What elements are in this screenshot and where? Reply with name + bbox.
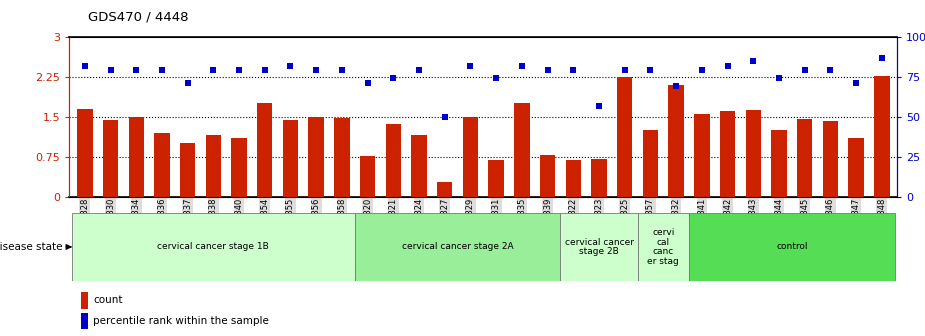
Bar — [154, 133, 169, 197]
Point — [695, 68, 709, 73]
Point — [849, 81, 864, 86]
Bar — [488, 160, 504, 197]
Text: control: control — [776, 243, 808, 251]
Point — [669, 84, 684, 89]
Point — [514, 63, 529, 69]
Bar — [848, 138, 864, 197]
Bar — [129, 117, 144, 197]
Point — [129, 68, 143, 73]
Point — [335, 68, 350, 73]
Bar — [643, 130, 659, 197]
Point — [746, 58, 760, 64]
Point — [617, 68, 632, 73]
Point — [643, 68, 658, 73]
Bar — [257, 103, 273, 197]
Bar — [412, 135, 426, 197]
Point — [386, 76, 401, 81]
Point — [823, 68, 838, 73]
Text: cervical cancer stage 2A: cervical cancer stage 2A — [401, 243, 513, 251]
Bar — [565, 160, 581, 197]
Point — [78, 63, 92, 69]
Bar — [746, 111, 761, 197]
Bar — [72, 213, 355, 281]
Bar — [797, 119, 812, 197]
Point — [412, 68, 426, 73]
Bar — [874, 76, 890, 197]
Point — [231, 68, 246, 73]
Point — [103, 68, 117, 73]
Bar — [669, 85, 684, 197]
Point — [592, 103, 607, 108]
Bar — [694, 114, 709, 197]
Point — [154, 68, 169, 73]
Bar — [561, 213, 637, 281]
Point — [566, 68, 581, 73]
Point — [206, 68, 221, 73]
Bar — [205, 135, 221, 197]
Text: cervi
cal
canc
er stag: cervi cal canc er stag — [648, 228, 679, 266]
Point — [257, 68, 272, 73]
Point — [874, 55, 889, 60]
Bar — [637, 213, 689, 281]
Point — [797, 68, 812, 73]
Point — [283, 63, 298, 69]
Text: cervical cancer
stage 2B: cervical cancer stage 2B — [564, 238, 634, 256]
Bar — [308, 117, 324, 197]
Bar — [540, 155, 555, 197]
Text: count: count — [93, 295, 123, 305]
Text: percentile rank within the sample: percentile rank within the sample — [93, 316, 269, 326]
Bar — [355, 213, 561, 281]
Bar — [80, 292, 88, 308]
Bar — [591, 159, 607, 197]
Point — [438, 114, 452, 120]
Bar — [80, 312, 88, 329]
Point — [463, 63, 478, 69]
Bar — [334, 118, 350, 197]
Bar — [231, 138, 247, 197]
Point — [540, 68, 555, 73]
Bar — [103, 121, 118, 197]
Bar — [771, 130, 786, 197]
Bar — [462, 117, 478, 197]
Bar — [360, 156, 376, 197]
Text: disease state: disease state — [0, 242, 63, 252]
Bar — [514, 103, 530, 197]
Bar — [689, 213, 894, 281]
Bar — [180, 143, 195, 197]
Point — [360, 81, 375, 86]
Bar — [283, 121, 298, 197]
Point — [309, 68, 324, 73]
Bar — [77, 109, 92, 197]
Bar — [720, 112, 735, 197]
Point — [180, 81, 195, 86]
Bar — [617, 77, 633, 197]
Text: GDS470 / 4448: GDS470 / 4448 — [88, 10, 189, 24]
Point — [721, 63, 735, 69]
Point — [771, 76, 786, 81]
Bar — [437, 182, 452, 197]
Bar — [386, 124, 401, 197]
Text: cervical cancer stage 1B: cervical cancer stage 1B — [157, 243, 269, 251]
Bar — [822, 121, 838, 197]
Point — [488, 76, 503, 81]
